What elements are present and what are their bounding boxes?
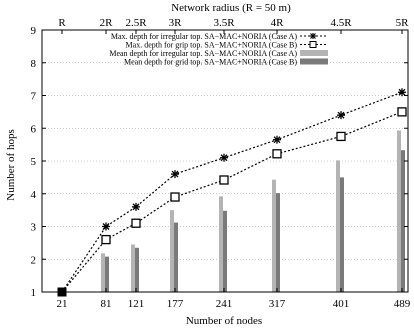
y-tick-label: 1 bbox=[31, 287, 37, 299]
x-tick-label: 317 bbox=[269, 298, 286, 310]
max-depth-line bbox=[61, 91, 403, 293]
square-marker bbox=[272, 149, 282, 159]
mean-depth-bar bbox=[336, 160, 340, 292]
y-tick-label: 6 bbox=[31, 123, 37, 135]
square-marker bbox=[336, 131, 346, 142]
asterisk-marker bbox=[102, 222, 110, 231]
top-tick-label: R bbox=[58, 17, 66, 29]
square-marker bbox=[101, 234, 111, 245]
y-tick-label: 3 bbox=[31, 222, 37, 234]
mean-depth-bar bbox=[105, 256, 109, 292]
top-tick-label: 5R bbox=[396, 17, 410, 29]
asterisk-marker bbox=[337, 111, 345, 120]
y-axis-ticks: 1 2 3 4 5 6 7 8 9 bbox=[31, 25, 408, 299]
legend-square bbox=[309, 41, 317, 48]
mean-depth-bar bbox=[135, 247, 139, 292]
mean-depth-bar bbox=[397, 130, 401, 292]
top-tick-label: 3R bbox=[169, 17, 183, 29]
top-tick-label: 2.5R bbox=[125, 17, 147, 29]
legend-swatch bbox=[300, 50, 328, 56]
bar-series bbox=[101, 130, 405, 292]
top-tick-label: 4R bbox=[271, 17, 285, 29]
legend-label: Mean depth for irregular top. SA−MAC+NOR… bbox=[109, 49, 297, 58]
mean-depth-bar bbox=[101, 253, 105, 292]
top-tick-label: 4.5R bbox=[330, 17, 352, 29]
y-tick-label: 4 bbox=[31, 189, 37, 201]
mean-depth-bar bbox=[170, 210, 174, 292]
top-axis-ticks: R 2R 2.5R 3R 3.5R 4R 4.5R 5R bbox=[58, 17, 409, 34]
y-tick-label: 7 bbox=[31, 91, 37, 103]
mean-depth-bar bbox=[340, 177, 344, 292]
y-tick-label: 2 bbox=[31, 254, 37, 266]
square-marker bbox=[219, 175, 229, 185]
x-axis-title: Number of nodes bbox=[186, 315, 262, 327]
legend-swatch bbox=[300, 58, 328, 65]
top-tick-label: 2R bbox=[100, 17, 114, 29]
asterisk-stroke bbox=[337, 111, 345, 119]
asterisk-marker bbox=[171, 170, 179, 179]
mean-depth-bar bbox=[219, 196, 223, 292]
y-tick-label: 5 bbox=[31, 156, 37, 168]
square-marker bbox=[131, 218, 141, 228]
x-axis-ticks: 21 81 121 177 241 317 401 489 bbox=[57, 288, 411, 310]
y-axis-title: Number of hops bbox=[5, 129, 17, 201]
mean-depth-bar bbox=[174, 222, 178, 292]
mean-depth-bar bbox=[131, 244, 135, 292]
legend-asterisk bbox=[310, 33, 316, 39]
asterisk-stroke bbox=[398, 88, 406, 96]
asterisk-stroke bbox=[220, 154, 228, 162]
x-tick-label: 489 bbox=[394, 298, 411, 310]
x-tick-label: 81 bbox=[101, 298, 112, 310]
mean-depth-bar bbox=[272, 179, 276, 292]
y-tick-label: 8 bbox=[31, 58, 37, 70]
asterisk-stroke bbox=[102, 223, 110, 230]
asterisk-marker bbox=[220, 153, 228, 162]
legend: Max. depth for irregular top. SA−MAC+NOR… bbox=[109, 32, 328, 67]
x-tick-label: 121 bbox=[128, 298, 145, 310]
square-marker bbox=[397, 107, 407, 117]
legend-label: Mean depth for grid top. SA−MAC+NORIA (C… bbox=[124, 58, 297, 67]
square-marker bbox=[170, 192, 180, 202]
x-tick-label: 21 bbox=[57, 298, 68, 310]
asterisk-stroke bbox=[132, 203, 140, 211]
mean-depth-bar bbox=[401, 150, 405, 292]
mean-depth-bar bbox=[276, 193, 280, 292]
asterisk-stroke bbox=[273, 136, 281, 144]
asterisk-marker bbox=[132, 202, 140, 211]
legend-label: Max. depth for irregular top. SA−MAC+NOR… bbox=[111, 32, 297, 41]
x-tick-label: 241 bbox=[216, 298, 233, 310]
asterisk-stroke bbox=[171, 170, 179, 178]
asterisk-marker bbox=[273, 135, 281, 144]
x-tick-label: 177 bbox=[167, 298, 184, 310]
mean-depth-bar bbox=[223, 210, 227, 292]
top-tick-label: 3.5R bbox=[213, 17, 235, 29]
y-tick-label: 9 bbox=[31, 25, 37, 37]
top-axis-title: Network radius (R = 50 m) bbox=[171, 2, 291, 14]
legend-label: Max. depth for grip top. SA−MAC+NORIA (C… bbox=[126, 41, 298, 50]
x-tick-label: 401 bbox=[333, 298, 350, 310]
asterisk-marker bbox=[398, 88, 406, 97]
